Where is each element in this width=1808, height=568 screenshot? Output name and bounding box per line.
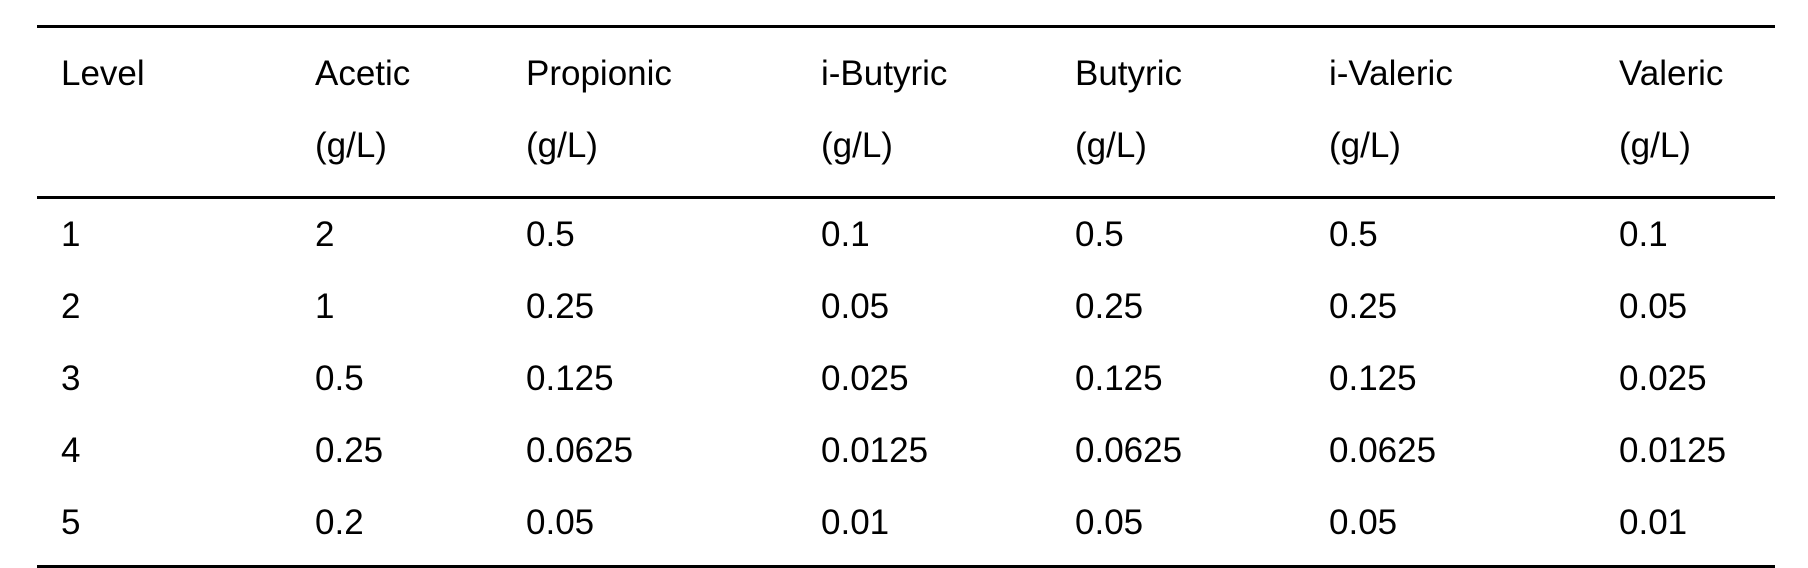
column-header-name: Level (61, 54, 145, 93)
table-cell: 4 (61, 431, 81, 470)
column-header-butyric: Butyric (g/L) (1051, 25, 1305, 199)
table-cell: 0.01 (797, 487, 1051, 568)
column-header-name: Valeric (1619, 54, 1724, 93)
table-cell: 0.1 (821, 215, 870, 254)
table-cell: 0.05 (821, 287, 890, 326)
table-cell: 0.025 (821, 359, 909, 398)
table-cell: 0.25 (1329, 287, 1398, 326)
table-header-row: Level Acetic (g/L) Propionic (g/L) i-But… (37, 25, 1775, 199)
table-row: 4 0.25 0.0625 0.0125 0.0625 0.0625 0.012… (37, 415, 1775, 487)
table-cell: 1 (61, 215, 81, 254)
table-cell: 0.05 (1305, 487, 1595, 568)
column-header-unit (61, 110, 291, 182)
column-header-level: Level (37, 25, 291, 199)
table-cell: 0.25 (1075, 287, 1144, 326)
table-cell: 0.0125 (1619, 431, 1727, 470)
table-cell: 0.05 (1051, 487, 1305, 568)
column-header-valeric: Valeric (g/L) (1595, 25, 1775, 199)
table-cell: 3 (61, 359, 81, 398)
column-header-i-valeric: i-Valeric (g/L) (1305, 25, 1595, 199)
table-cell: 0.5 (1329, 215, 1378, 254)
column-header-name: i-Valeric (1329, 54, 1453, 93)
table-cell: 0.5 (1075, 215, 1124, 254)
table-cell: 0.25 (526, 287, 595, 326)
table-row: 3 0.5 0.125 0.025 0.125 0.125 0.025 (37, 343, 1775, 415)
column-header-unit: (g/L) (1075, 126, 1147, 165)
table-cell: 2 (61, 287, 81, 326)
data-table-container: Level Acetic (g/L) Propionic (g/L) i-But… (37, 25, 1775, 568)
column-header-name: Propionic (526, 54, 672, 93)
data-table: Level Acetic (g/L) Propionic (g/L) i-But… (37, 25, 1775, 568)
column-header-unit: (g/L) (526, 126, 598, 165)
table-row: 5 0.2 0.05 0.01 0.05 0.05 0.01 (37, 487, 1775, 568)
table-cell: 0.1 (1619, 215, 1668, 254)
column-header-unit: (g/L) (315, 126, 387, 165)
table-cell: 0.0625 (1075, 431, 1183, 470)
table-cell: 0.125 (1329, 359, 1417, 398)
table-cell: 1 (315, 287, 335, 326)
table-cell: 0.125 (1075, 359, 1163, 398)
column-header-unit: (g/L) (1619, 126, 1691, 165)
table-cell: 0.05 (502, 487, 797, 568)
column-header-unit: (g/L) (1329, 126, 1401, 165)
table-cell: 0.0125 (821, 431, 929, 470)
column-header-unit: (g/L) (821, 126, 893, 165)
column-header-name: Acetic (315, 54, 411, 93)
table-cell: 2 (315, 215, 335, 254)
table-cell: 0.2 (291, 487, 502, 568)
table-row: 1 2 0.5 0.1 0.5 0.5 0.1 (37, 198, 1775, 272)
table-cell: 5 (37, 487, 291, 568)
table-cell: 0.01 (1595, 487, 1775, 568)
table-cell: 0.5 (526, 215, 575, 254)
table-cell: 0.25 (315, 431, 384, 470)
table-cell: 0.05 (1619, 287, 1688, 326)
column-header-name: i-Butyric (821, 54, 948, 93)
column-header-name: Butyric (1075, 54, 1182, 93)
table-cell: 0.0625 (526, 431, 634, 470)
column-header-propionic: Propionic (g/L) (502, 25, 797, 199)
table-cell: 0.0625 (1329, 431, 1437, 470)
table-cell: 0.5 (315, 359, 364, 398)
table-cell: 0.125 (526, 359, 614, 398)
table-cell: 0.025 (1619, 359, 1707, 398)
table-row: 2 1 0.25 0.05 0.25 0.25 0.05 (37, 271, 1775, 343)
column-header-i-butyric: i-Butyric (g/L) (797, 25, 1051, 199)
column-header-acetic: Acetic (g/L) (291, 25, 502, 199)
